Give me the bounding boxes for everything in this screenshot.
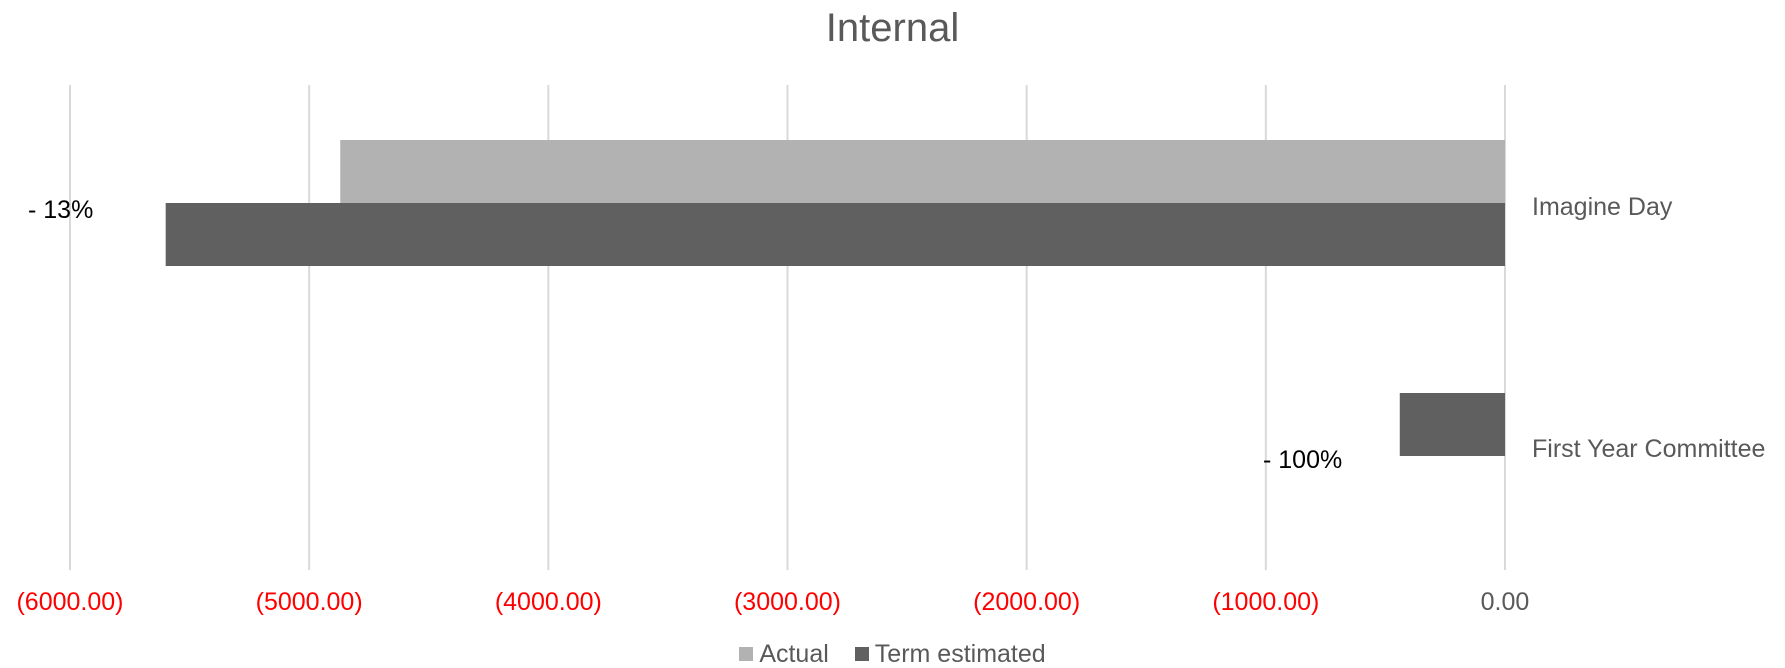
annotation-1: - 100% — [1263, 446, 1342, 474]
annotations: - 13% - 100% — [28, 196, 1342, 474]
x-tick-label-5: (1000.00) — [1212, 588, 1319, 616]
legend-item-actual: Actual — [739, 640, 829, 668]
x-tick-label-3: (3000.00) — [734, 588, 841, 616]
x-tick-label-2: (4000.00) — [495, 588, 602, 616]
bars — [165, 140, 1506, 456]
legend-item-term-estimated: Term estimated — [854, 640, 1046, 668]
annotation-0: - 13% — [28, 196, 93, 224]
legend-swatch-term-estimated — [854, 647, 869, 661]
x-tick-label-0: (6000.00) — [16, 588, 123, 616]
category-labels: Imagine Day First Year Committee — [1532, 193, 1765, 463]
legend-swatch-actual — [739, 647, 754, 661]
x-axis-ticks: (6000.00) (5000.00) (4000.00) (3000.00) (200… — [16, 588, 1529, 616]
bar-term-estimated-0 — [165, 203, 1506, 266]
chart-title: Internal — [825, 6, 960, 50]
legend-label-actual: Actual — [759, 640, 829, 668]
x-tick-label-6: 0.00 — [1481, 588, 1530, 616]
legend: Actual Term estimated — [0, 640, 1785, 668]
category-label-0: Imagine Day — [1532, 193, 1673, 221]
category-label-1: First Year Committee — [1532, 435, 1765, 463]
x-tick-label-4: (2000.00) — [973, 588, 1080, 616]
bar-actual-0 — [340, 140, 1506, 203]
legend-label-term-estimated: Term estimated — [874, 640, 1046, 668]
x-tick-label-1: (5000.00) — [256, 588, 363, 616]
bar-term-estimated-1 — [1399, 393, 1505, 456]
